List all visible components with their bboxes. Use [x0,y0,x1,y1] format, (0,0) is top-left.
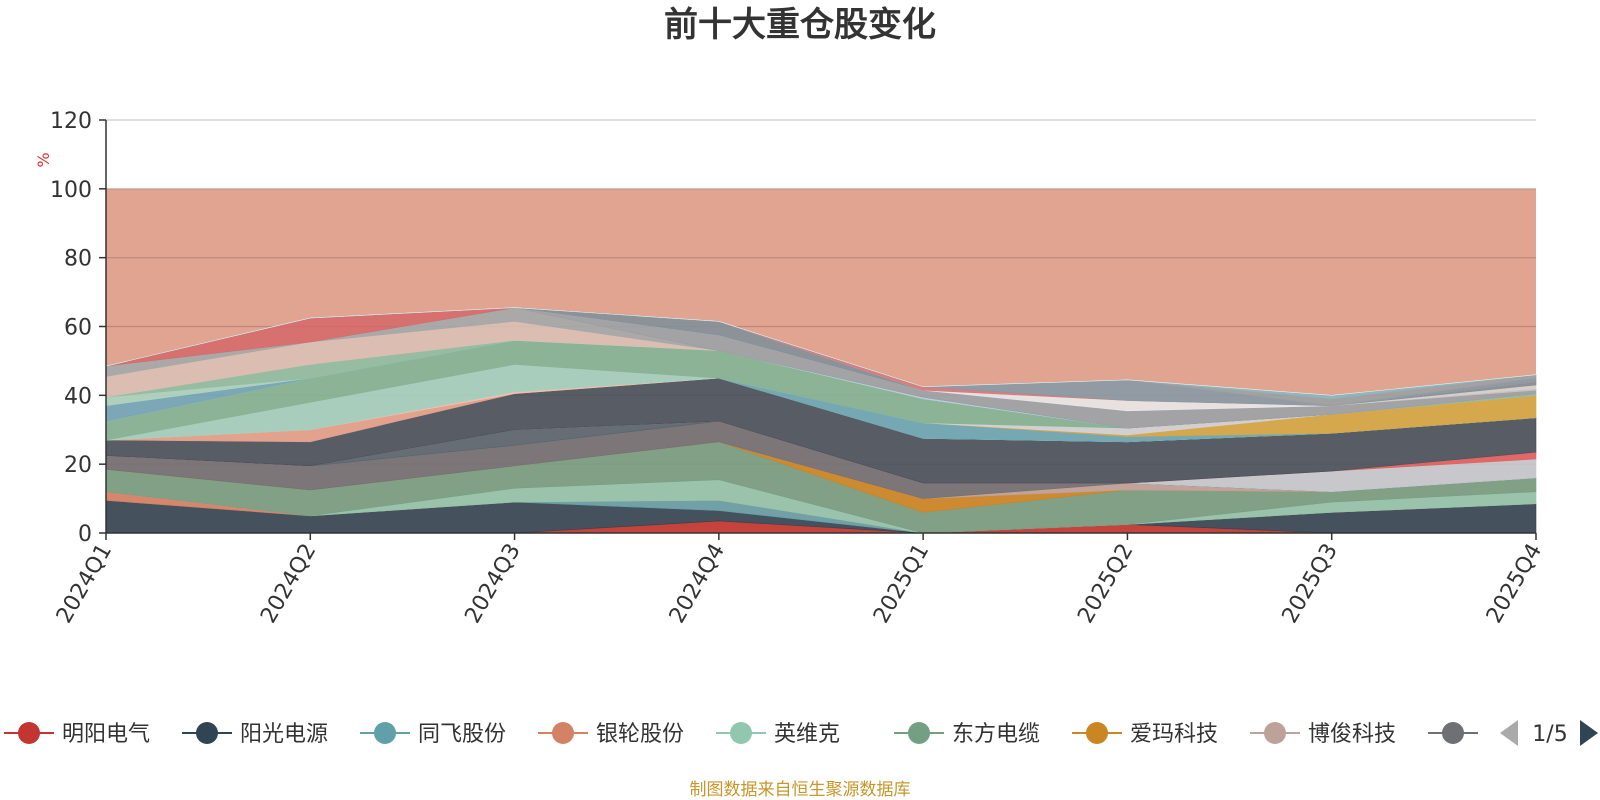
legend-item[interactable]: 三星医疗 [1428,722,1574,747]
legend-marker [1442,722,1464,744]
legend-label: 同飞股份 [418,722,506,747]
x-tick-label: 2025Q2 [1073,540,1138,628]
x-tick-label: 2024Q1 [52,540,117,628]
legend-marker [1086,722,1108,744]
legend-page-indicator: 1/5 [1532,722,1567,747]
legend-item[interactable]: 阳光电源 [182,722,328,747]
legend-item[interactable]: 明阳电气 [4,722,150,747]
x-tick-label: 2024Q3 [460,540,525,628]
y-unit-label: % [34,152,53,167]
legend-label: 阳光电源 [240,722,328,747]
legend-marker [552,722,574,744]
legend-label: 东方电缆 [952,722,1040,747]
y-tick-label: 20 [64,453,92,478]
stacked-areas [105,307,1537,534]
legend-item[interactable]: 英维克 [716,722,840,747]
y-tick-label: 100 [50,178,92,203]
legend-item[interactable]: 同飞股份 [360,722,506,747]
legend-marker [908,722,930,744]
x-tick-label: 2025Q4 [1482,540,1547,628]
legend-label: 博俊科技 [1308,722,1396,747]
legend-item[interactable]: 博俊科技 [1250,722,1396,747]
y-tick-label: 0 [78,522,92,547]
x-tick-label: 2024Q2 [256,540,321,628]
triangle-left-icon[interactable] [1500,720,1518,746]
legend-label: 银轮股份 [596,722,684,747]
legend-label: 明阳电气 [62,722,150,747]
x-tick-label: 2025Q3 [1278,540,1343,628]
legend-item[interactable]: 爱玛科技 [1072,722,1218,747]
y-tick-label: 40 [64,384,92,409]
y-tick-label: 80 [64,247,92,272]
legend-marker [374,722,396,744]
legend-marker [1264,722,1286,744]
x-tick-label: 2025Q1 [869,540,934,628]
legend-label: 爱玛科技 [1130,722,1218,747]
x-tick-label: 2024Q4 [665,540,730,628]
legend-item[interactable]: 银轮股份 [538,722,684,747]
legend-marker [196,722,218,744]
legend-marker [730,722,752,744]
legend-label: 英维克 [774,722,840,747]
triangle-right-icon[interactable] [1580,720,1598,746]
y-tick-label: 60 [64,316,92,341]
legend-item[interactable]: 东方电缆 [894,722,1040,747]
legend-items: 明阳电气 阳光电源 同飞股份 银轮股份 英维克 东方电缆 爱玛科技 博俊科技 三星医疗 [4,722,1574,747]
chart-title: 前十大重仓股变化 [664,5,936,45]
y-tick-label: 120 [50,109,92,134]
data-source-note: 制图数据来自恒生聚源数据库 [690,780,911,800]
legend-marker [18,722,40,744]
